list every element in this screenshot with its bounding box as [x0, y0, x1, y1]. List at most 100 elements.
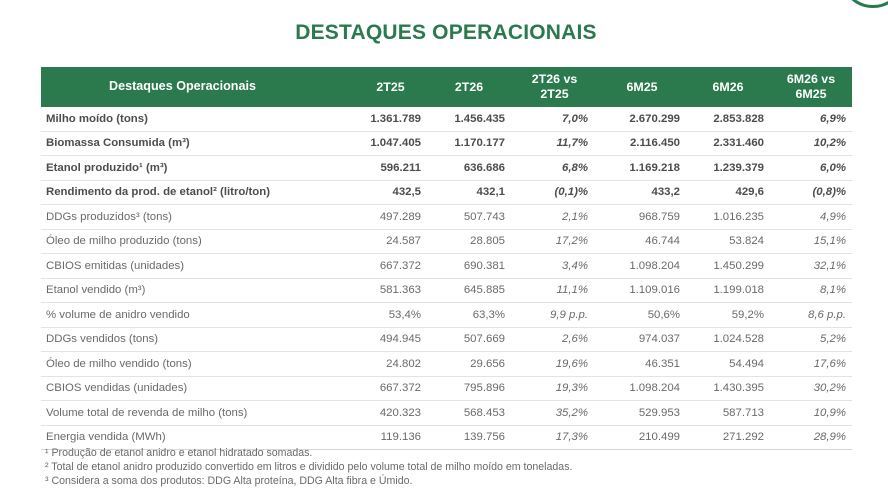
table-cell: 15,1%: [770, 229, 852, 254]
row-label: CBIOS emitidas (unidades): [41, 253, 354, 279]
table-cell: 17,3%: [511, 425, 598, 450]
table-cell: 968.759: [598, 204, 686, 230]
table-cell: 271.292: [686, 425, 770, 450]
table-cell: 1.170.177: [427, 131, 511, 156]
table-cell: 6,8%: [511, 155, 598, 181]
table-cell: 50,6%: [598, 302, 686, 328]
corner-decoration: [840, 0, 888, 8]
table-row: Biomassa Consumida (m³) 1.047.405 1.170.17…: [41, 131, 852, 156]
table-cell: 46.744: [598, 229, 686, 254]
table-row: CBIOS vendidas (unidades) 667.372 795.896 1…: [41, 376, 852, 401]
table-cell: 24.587: [354, 229, 427, 254]
table-cell: 507.669: [427, 327, 511, 352]
table-row: Energia vendida (MWh) 119.136 139.756 17,3%…: [41, 425, 852, 450]
table-cell: 24.802: [354, 351, 427, 377]
table-cell: 28.805: [427, 229, 511, 254]
header-cell: 6M26 vs 6M25: [770, 67, 852, 107]
header-cell: 6M26: [686, 67, 770, 107]
row-label: DDGs vendidos (tons): [41, 327, 354, 352]
row-label: % volume de anidro vendido: [41, 302, 354, 328]
footnote-3: ³ Considera a soma dos produtos: DDG Alt…: [45, 475, 413, 487]
table-cell: 17,6%: [770, 351, 852, 377]
table-cell: 10,2%: [770, 131, 852, 156]
table-cell: 6,9%: [770, 107, 852, 132]
table-cell: 587.713: [686, 400, 770, 426]
table-row: DDGs produzidos³ (tons) 497.289 507.743 2,1…: [41, 204, 852, 230]
table-cell: 53,4%: [354, 302, 427, 328]
table-cell: 1.199.018: [686, 278, 770, 303]
page-title: DESTAQUES OPERACIONAIS: [295, 21, 597, 44]
table-cell: 497.289: [354, 204, 427, 230]
table-header-row: Destaques Operacionais 2T25 2T26 2T26 vs…: [41, 67, 852, 107]
table-row: Milho moído (tons) 1.361.789 1.456.435 7,0%…: [41, 107, 852, 132]
table-cell: 974.037: [598, 327, 686, 352]
table-cell: 63,3%: [427, 302, 511, 328]
table-row: Etanol produzido¹ (m³) 596.211 636.686 6,8%…: [41, 155, 852, 181]
table-cell: 7,0%: [511, 107, 598, 132]
table-cell: 1.109.016: [598, 278, 686, 303]
table-cell: 1.456.435: [427, 107, 511, 132]
table-cell: 210.499: [598, 425, 686, 450]
header-cell: 2T25: [354, 67, 427, 107]
table-row: Etanol vendido (m³) 581.363 645.885 11,1% 1.…: [41, 278, 852, 303]
table-cell: 3,4%: [511, 253, 598, 279]
table-cell: 494.945: [354, 327, 427, 352]
table-cell: 19,3%: [511, 376, 598, 401]
footnote-1: ¹ Produção de etanol anidro e etanol hid…: [45, 447, 313, 459]
table-cell: 432,5: [354, 180, 427, 205]
table-row: Óleo de milho vendido (tons) 24.802 29.656…: [41, 351, 852, 377]
table-cell: (0,1)%: [511, 180, 598, 205]
table-cell: 568.453: [427, 400, 511, 426]
header-cell: Destaques Operacionais: [41, 67, 354, 107]
table-row: CBIOS emitidas (unidades) 667.372 690.381 3…: [41, 253, 852, 279]
table-cell: 59,2%: [686, 302, 770, 328]
table-cell: 667.372: [354, 253, 427, 279]
table-cell: 529.953: [598, 400, 686, 426]
table-cell: 2.670.299: [598, 107, 686, 132]
table-cell: 581.363: [354, 278, 427, 303]
table-cell: 119.136: [354, 425, 427, 450]
header-cell: 2T26: [427, 67, 511, 107]
table-cell: 636.686: [427, 155, 511, 181]
operational-highlights-table: Destaques Operacionais 2T25 2T26 2T26 vs…: [41, 67, 852, 450]
table-cell: 29.656: [427, 351, 511, 377]
table-cell: 28,9%: [770, 425, 852, 450]
table-cell: 1.169.218: [598, 155, 686, 181]
table-cell: 2,6%: [511, 327, 598, 352]
header-cell: 6M25: [598, 67, 686, 107]
row-label: Óleo de milho vendido (tons): [41, 351, 354, 377]
table-cell: 54.494: [686, 351, 770, 377]
table-cell: 1.024.528: [686, 327, 770, 352]
table-row: Óleo de milho produzido (tons) 24.587 28.8…: [41, 229, 852, 254]
table-cell: 11,7%: [511, 131, 598, 156]
table-cell: 1.098.204: [598, 253, 686, 279]
table-row: Volume total de revenda de milho (tons) 4…: [41, 400, 852, 426]
table-cell: 795.896: [427, 376, 511, 401]
table-cell: 19,6%: [511, 351, 598, 377]
table-cell: 9,9 p.p.: [511, 302, 598, 328]
table-cell: 8,1%: [770, 278, 852, 303]
row-label: CBIOS vendidas (unidades): [41, 376, 354, 401]
table-cell: 690.381: [427, 253, 511, 279]
row-label: Milho moído (tons): [41, 107, 354, 132]
table-cell: 1.016.235: [686, 204, 770, 230]
row-label: Rendimento da prod. de etanol² (litro/to…: [41, 180, 354, 205]
table-cell: 11,1%: [511, 278, 598, 303]
table-cell: 432,1: [427, 180, 511, 205]
row-label: Etanol vendido (m³): [41, 278, 354, 303]
table-cell: 1.239.379: [686, 155, 770, 181]
table-cell: 30,2%: [770, 376, 852, 401]
table-cell: 1.047.405: [354, 131, 427, 156]
table-cell: 2.331.460: [686, 131, 770, 156]
table-cell: 1.361.789: [354, 107, 427, 132]
table-cell: 420.323: [354, 400, 427, 426]
table-cell: 8,6 p.p.: [770, 302, 852, 328]
table-row: % volume de anidro vendido 53,4% 63,3% 9,9 …: [41, 302, 852, 328]
table-cell: 2.116.450: [598, 131, 686, 156]
table-cell: 507.743: [427, 204, 511, 230]
table-cell: 5,2%: [770, 327, 852, 352]
table-cell: 1.098.204: [598, 376, 686, 401]
table-cell: 4,9%: [770, 204, 852, 230]
row-label: Volume total de revenda de milho (tons): [41, 400, 354, 426]
table-cell: 667.372: [354, 376, 427, 401]
